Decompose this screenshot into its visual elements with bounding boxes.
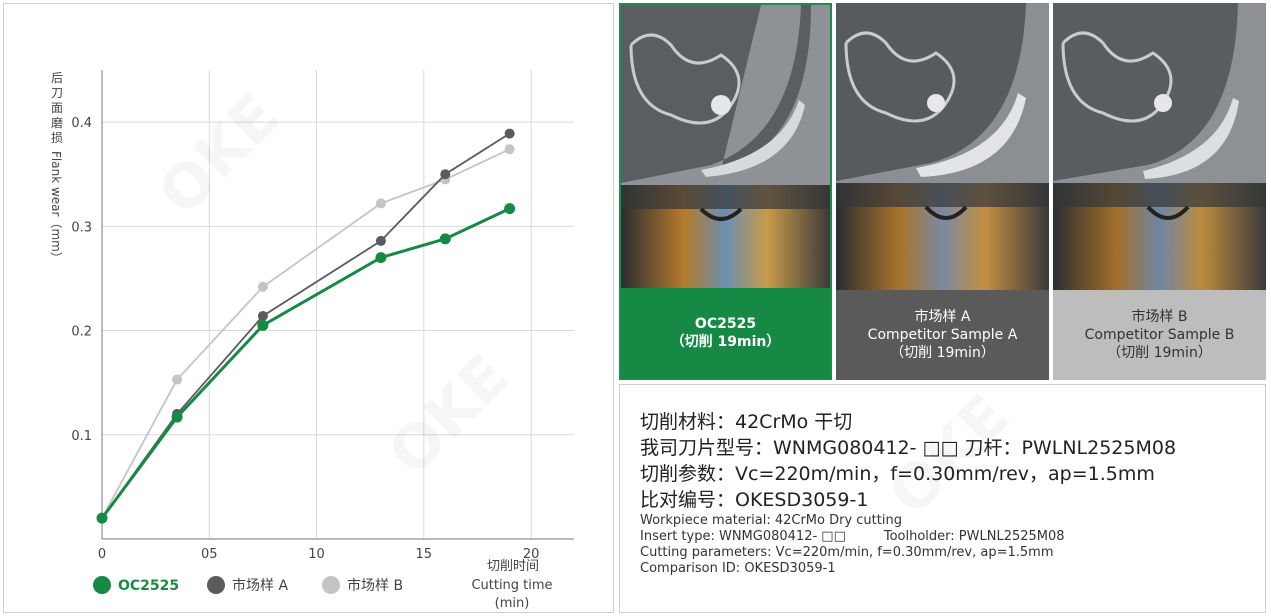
y-axis-label-char: 刀 — [51, 86, 63, 100]
insert-type-cn: 我司刀片型号：WNMG080412- □□ 刀杆：PWLNL2525M08 — [640, 437, 1177, 459]
x-tick-label: 0 — [98, 547, 106, 562]
legend-marker-oc2525 — [93, 576, 111, 594]
data-point — [504, 128, 515, 139]
photo-caption-duration: （切削 19min） — [1107, 345, 1212, 361]
photo-caption-subtitle: Competitor Sample A — [867, 327, 1018, 343]
cutting-parameters-en: Cutting parameters: Vc=220m/min, f=0.30m… — [640, 545, 1054, 560]
insert-photo-sample-b: 市场样 B Competitor Sample B （切削 19min） — [1053, 3, 1266, 380]
legend-label-sample-b: 市场样 B — [347, 577, 403, 594]
insert-photo-sample-a: 市场样 A Competitor Sample A （切削 19min） — [836, 3, 1049, 380]
y-tick-label: 0.1 — [71, 429, 92, 444]
data-point — [375, 252, 387, 264]
x-tick-label: 05 — [201, 547, 218, 562]
y-axis-label-char: 后 — [51, 71, 63, 85]
data-point — [171, 411, 183, 423]
workpiece-material-en: Workpiece material: 42CrMo Dry cutting — [640, 513, 902, 528]
x-tick-label: 20 — [523, 547, 540, 562]
insert-wear-image-oc2525 — [621, 5, 830, 292]
toolholder-en: Toolholder: PWLNL2525M08 — [883, 529, 1065, 544]
insert-wear-image-sample-a — [836, 3, 1049, 290]
data-point — [375, 235, 386, 246]
y-axis-label-char: 磨 — [51, 116, 63, 130]
insert-type-en: Insert type: WNMG080412- □□ — [640, 529, 846, 544]
insert-wear-image-sample-b — [1053, 3, 1266, 290]
axis-layer: 0.1 0.2 0.3 0.4 0 05 10 15 20 — [71, 70, 574, 562]
series-layer — [96, 128, 516, 524]
photo-caption-duration: （切削 19min） — [670, 334, 781, 350]
legend-label-sample-a: 市场样 A — [232, 577, 288, 594]
x-axis-label-en: Cutting time — [471, 578, 552, 593]
photo-caption-title: 市场样 B — [1131, 309, 1188, 325]
x-axis-label-cn: 切削时间 — [487, 559, 539, 574]
y-tick-label: 0.2 — [71, 325, 92, 340]
photo-caption-sample-a: 市场样 A Competitor Sample A （切削 19min） — [836, 290, 1049, 380]
wear-chart-panel: 0.1 0.2 0.3 0.4 0 05 10 15 20 后刀面磨损 Flank wear（mm… — [3, 3, 614, 613]
insert-photo-oc2525: OC2525 （切削 19min） — [619, 3, 832, 380]
y-axis-label-char: 面 — [51, 101, 63, 115]
data-point — [504, 203, 516, 215]
legend-label-oc2525: OC2525 — [118, 578, 179, 594]
test-conditions-panel: 切削材料：42CrMo 干切 我司刀片型号：WNMG080412- □□ 刀杆：… — [619, 384, 1266, 613]
series-line — [101, 132, 511, 519]
photo-caption-oc2525: OC2525 （切削 19min） — [621, 288, 830, 378]
grid-layer — [101, 70, 574, 539]
comparison-id-cn: 比对编号：OKESD3059-1 — [640, 489, 869, 511]
data-point — [257, 319, 269, 331]
series-line — [100, 207, 511, 520]
data-point — [172, 374, 183, 385]
data-point — [439, 233, 451, 245]
legend-marker-sample-a — [207, 576, 225, 594]
y-axis-label-en: Flank wear（mm） — [49, 151, 63, 264]
photo-caption-title: OC2525 — [694, 316, 757, 332]
y-axis-label-char: 损 — [51, 131, 63, 145]
x-tick-label: 10 — [308, 547, 325, 562]
photo-caption-title: 市场样 A — [914, 309, 971, 325]
workpiece-material-cn: 切削材料：42CrMo 干切 — [640, 411, 853, 433]
data-point — [504, 144, 515, 155]
y-tick-label: 0.3 — [71, 220, 92, 235]
data-point — [257, 281, 268, 292]
data-point — [440, 169, 451, 180]
insert-type-en-row: Insert type: WNMG080412- □□ Toolholder: P… — [640, 529, 1265, 545]
cutting-parameters-cn: 切削参数：Vc=220m/min，f=0.30mm/rev，ap=1.5mm — [640, 463, 1155, 485]
photo-caption-duration: （切削 19min） — [890, 345, 995, 361]
y-tick-label: 0.4 — [71, 116, 92, 131]
photo-caption-sample-b: 市场样 B Competitor Sample B （切削 19min） — [1053, 290, 1266, 380]
x-tick-label: 15 — [416, 547, 433, 562]
legend: OC2525 市场样 A 市场样 B — [93, 576, 403, 594]
comparison-id-en: Comparison ID: OKESD3059-1 — [640, 561, 836, 576]
x-axis-label: 切削时间 Cutting time (min) — [471, 559, 552, 611]
data-point — [375, 198, 386, 209]
data-point — [257, 310, 268, 321]
photo-caption-subtitle: Competitor Sample B — [1084, 327, 1235, 343]
legend-marker-sample-b — [322, 576, 340, 594]
x-axis-label-unit: (min) — [495, 596, 530, 611]
data-point — [96, 512, 108, 524]
series-line — [101, 148, 511, 519]
